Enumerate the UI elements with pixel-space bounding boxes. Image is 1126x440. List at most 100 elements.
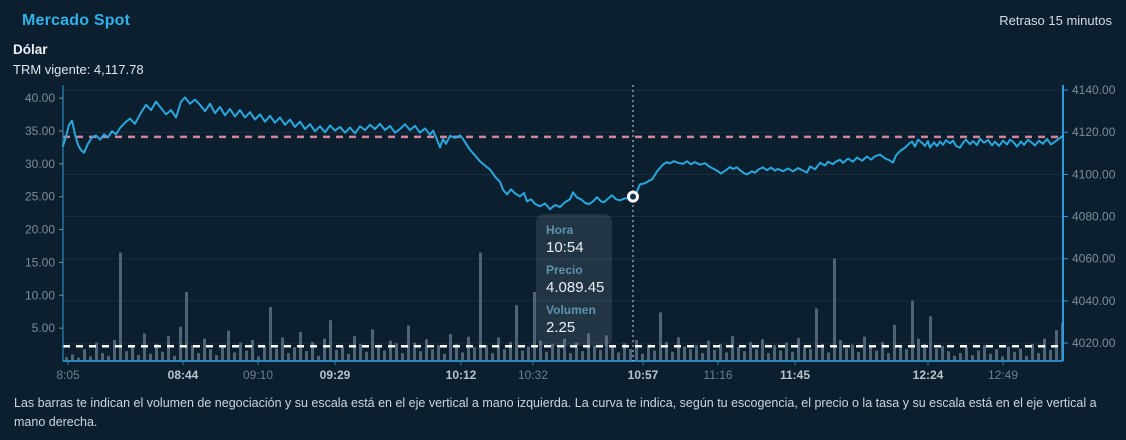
volume-bar — [509, 341, 512, 361]
volume-bar — [569, 353, 572, 361]
volume-bar — [431, 349, 434, 361]
volume-bar — [929, 316, 932, 361]
volume-bar — [119, 252, 122, 361]
volume-bar — [419, 351, 422, 361]
tooltip-hora-value: 10:54 — [546, 239, 584, 256]
price-axis-label: 4120.00 — [1072, 125, 1116, 139]
volume-bar — [707, 340, 710, 361]
volume-bar — [371, 329, 374, 361]
volume-bar — [683, 346, 686, 361]
volume-bar — [335, 349, 338, 361]
volume-bar — [209, 349, 212, 361]
volume-axis-label: 35.00 — [25, 124, 55, 138]
volume-bar — [1001, 356, 1004, 361]
volume-bar — [821, 343, 824, 361]
instrument-label: Dólar — [13, 42, 48, 57]
volume-bar — [959, 353, 962, 361]
volume-bar — [773, 345, 776, 361]
volume-bar — [887, 353, 890, 361]
chart-tooltip: Hora 10:54 Precio 4.089.45 Volumen 2.25 — [536, 214, 612, 346]
volume-bar — [311, 341, 314, 361]
volume-bar — [515, 305, 518, 361]
price-volume-chart[interactable]: 40.00 35.00 30.00 25.00 20.00 15.00 10.00 5.00 4… — [0, 80, 1126, 390]
volume-bar — [479, 252, 482, 361]
volume-bar — [581, 351, 584, 361]
volume-bar — [653, 350, 656, 361]
volume-bar — [347, 353, 350, 361]
volume-bar — [599, 349, 602, 361]
chart-canvas[interactable]: 40.00 35.00 30.00 25.00 20.00 15.00 10.00 5.00 4… — [0, 80, 1126, 390]
time-axis-label: 12:24 — [913, 368, 944, 382]
volume-bar — [1043, 338, 1046, 361]
volume-bar — [749, 341, 752, 361]
volume-bar — [677, 337, 680, 361]
volume-bar — [725, 352, 728, 361]
tooltip-volumen-value: 2.25 — [546, 319, 576, 336]
volume-bar — [953, 355, 956, 361]
volume-axis-label: 20.00 — [25, 223, 55, 237]
delay-note: Retraso 15 minutos — [999, 13, 1112, 28]
volume-bar — [1049, 349, 1052, 361]
volume-bar — [269, 307, 272, 361]
volume-bar — [449, 334, 452, 361]
volume-bar — [341, 345, 344, 361]
tooltip-precio-label: Precio — [546, 263, 583, 277]
selected-point-marker[interactable] — [627, 190, 639, 203]
time-axis-label: 09:29 — [320, 368, 351, 382]
volume-bar — [95, 342, 98, 361]
volume-bar — [71, 354, 74, 361]
volume-bar — [497, 337, 500, 361]
volume-bar — [689, 349, 692, 361]
volume-bar — [131, 346, 134, 361]
price-axis-label: 4140.00 — [1072, 83, 1116, 97]
chart-explanation-text: Las barras te indican el volumen de nego… — [14, 396, 1097, 430]
volume-bar — [665, 341, 668, 361]
volume-bar — [983, 345, 986, 361]
volume-bar — [65, 357, 68, 361]
volume-bar — [455, 343, 458, 361]
volume-bar — [275, 348, 278, 361]
volume-axis-label: 15.00 — [25, 255, 55, 269]
volume-bar — [869, 347, 872, 361]
volume-bar — [383, 350, 386, 361]
volume-bar — [491, 353, 494, 361]
volume-bar — [293, 347, 296, 361]
volume-bar — [413, 342, 416, 361]
volume-bar — [629, 349, 632, 361]
volume-axis-label: 25.00 — [25, 190, 55, 204]
volume-bar — [923, 343, 926, 361]
volume-bar — [593, 345, 596, 361]
volume-bar — [803, 346, 806, 361]
price-axis-label: 4060.00 — [1072, 252, 1116, 266]
volume-axis-label: 40.00 — [25, 91, 55, 105]
volume-bar — [971, 355, 974, 361]
volume-bar — [1019, 348, 1022, 361]
time-axis-label: 11:16 — [703, 368, 732, 382]
volume-bar — [395, 343, 398, 361]
volume-bar — [155, 343, 158, 361]
volume-bar — [197, 353, 200, 361]
volume-bar — [401, 353, 404, 361]
volume-bar — [809, 349, 812, 361]
volume-bar — [635, 339, 638, 361]
volume-bar — [797, 338, 800, 361]
volume-bar — [281, 337, 284, 361]
tooltip-volumen-label: Volumen — [546, 303, 596, 317]
volume-bar — [1025, 355, 1028, 361]
time-axis-label: 10:57 — [628, 368, 659, 382]
tooltip-precio-value: 4.089.45 — [546, 279, 605, 296]
volume-bar — [551, 343, 554, 361]
volume-bar — [761, 339, 764, 361]
volume-bar — [245, 350, 248, 361]
volume-bar — [755, 349, 758, 361]
volume-bar — [779, 350, 782, 361]
volume-bar — [257, 356, 260, 361]
volume-bar — [107, 355, 110, 361]
volume-bar — [173, 355, 176, 361]
time-axis-label: 10:32 — [518, 368, 548, 382]
volume-axis-label: 30.00 — [25, 157, 55, 171]
trm-current-value: TRM vigente: 4,117.78 — [13, 62, 144, 77]
volume-bar — [251, 339, 254, 361]
volume-bar — [851, 344, 854, 361]
